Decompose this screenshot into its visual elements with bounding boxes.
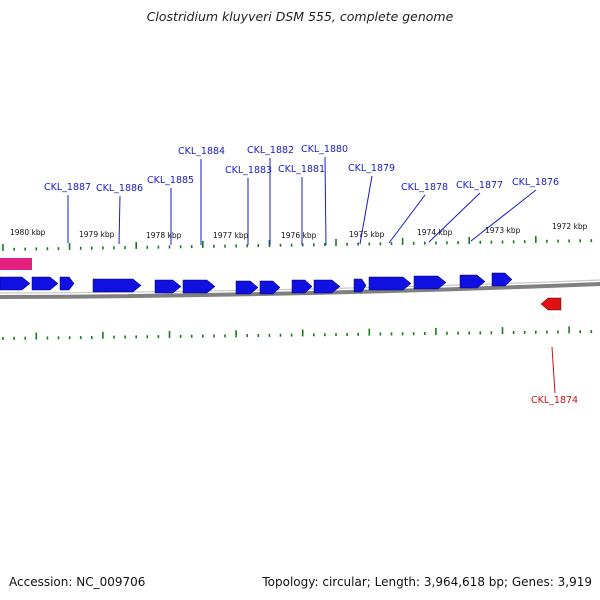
gene-track[interactable] (0, 258, 562, 311)
leader-line (118, 195, 121, 245)
scale-label: 1979 kbp (79, 230, 115, 239)
gene-arrow[interactable] (31, 276, 59, 291)
gene-label[interactable]: CKL_1882 (247, 145, 294, 156)
gene-arrow[interactable] (259, 280, 281, 295)
leader-line (388, 194, 426, 244)
gene-label[interactable]: CKL_1884 (178, 146, 225, 157)
gene-label[interactable]: CKL_1874 (531, 395, 578, 406)
gene-label[interactable]: CKL_1879 (348, 163, 395, 174)
label-layer: 1980 kbp 1979 kbp 1978 kbp 1977 kbp 1976 kbp… (10, 144, 588, 406)
leader-line (470, 189, 537, 242)
leader-line (359, 175, 373, 245)
gene-arrow[interactable] (353, 278, 367, 293)
scale-label: 1977 kbp (213, 231, 249, 240)
gene-arrow[interactable] (92, 278, 142, 293)
tick-track-bottom (2, 326, 593, 340)
gene-arrow[interactable] (0, 276, 31, 291)
scale-label: 1978 kbp (146, 231, 182, 240)
scale-label: 1975 kbp (349, 230, 385, 239)
label-leaders (67, 156, 556, 394)
gene-arrow[interactable] (491, 272, 513, 287)
gene-label[interactable]: CKL_1887 (44, 182, 91, 193)
gene-label[interactable]: CKL_1877 (456, 180, 503, 191)
gene-arrow[interactable] (368, 276, 412, 291)
gene-arrow[interactable] (59, 276, 75, 291)
scale-label: 1976 kbp (281, 231, 317, 240)
gene-label[interactable]: CKL_1880 (301, 144, 348, 155)
feature-block[interactable] (0, 258, 32, 270)
scale-label: 1980 kbp (10, 228, 46, 237)
leader-line (324, 156, 327, 246)
gene-label[interactable]: CKL_1881 (278, 164, 325, 175)
gene-label[interactable]: CKL_1878 (401, 182, 448, 193)
gene-arrow[interactable] (182, 279, 216, 294)
topology-text: Topology: circular; Length: 3,964,618 bp… (262, 575, 592, 589)
page-title: Clostridium kluyveri DSM 555, complete g… (146, 9, 454, 24)
gene-label[interactable]: CKL_1883 (225, 165, 272, 176)
scale-label: 1974 kbp (417, 228, 453, 237)
gene-arrow[interactable] (313, 279, 341, 294)
leader-line (428, 192, 481, 243)
scale-label: 1973 kbp (485, 226, 521, 235)
gene-arrow[interactable] (291, 279, 313, 294)
gene-arrow[interactable] (235, 280, 259, 295)
leader-line (551, 346, 556, 394)
accession-text: Accession: NC_009706 (9, 575, 146, 589)
gene-label[interactable]: CKL_1885 (147, 175, 194, 186)
tick-track-top (2, 235, 593, 251)
gene-label[interactable]: CKL_1876 (512, 177, 559, 188)
gene-arrow[interactable] (154, 279, 182, 294)
gene-arrow[interactable] (459, 274, 486, 289)
scale-label: 1972 kbp (552, 222, 588, 231)
gene-arrow[interactable] (413, 275, 447, 290)
gene-label[interactable]: CKL_1886 (96, 183, 143, 194)
gene-arrow-reverse[interactable] (540, 297, 562, 311)
